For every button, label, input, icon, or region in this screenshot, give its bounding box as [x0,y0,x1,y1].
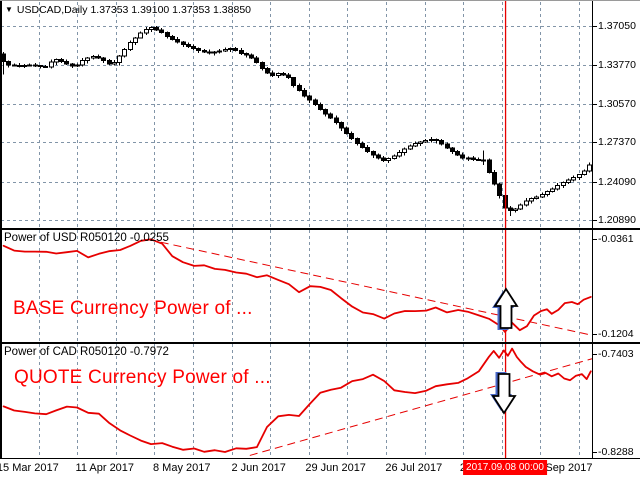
price-tick-label: -0.8288 [598,446,634,459]
indicator-label-power-usd: Power of USD R050120 -0.0255 [4,232,169,244]
up-arrow-icon[interactable] [492,287,519,330]
date-tick-label: 8 May 2017 [152,462,211,474]
cursor-date-badge: 2017.09.08 00:00 [463,460,547,475]
power-cad-line-trendline[interactable] [249,358,593,456]
power-cad-line[interactable] [2,347,592,453]
price-tick-label: -0.0361 [598,233,634,245]
power-usd-line[interactable] [2,238,592,333]
annotation-quote-currency: QUOTE Currency Power of ... [14,367,271,388]
indicator-label-power-cad: Power of CAD R050120 -0.7972 [4,346,169,358]
annotation-base-currency: BASE Currency Power of ... [13,298,253,319]
down-arrow-icon[interactable] [490,372,517,415]
price-tick-label: 1.33770 [598,59,636,72]
symbol-period-label: USDCAD,Daily [16,4,88,16]
price-tick-label: 1.37050 [598,20,636,32]
chevron-down-icon: ▼ [5,5,13,14]
axis-tick-marks [592,26,597,453]
chart-title: ▼ USDCAD,Daily 1.37353 1.39100 1.37353 1.… [5,4,251,16]
price-tick-label: -0.1204 [598,327,634,340]
date-tick-label: 29 Jun 2017 [305,462,366,474]
date-tick-label: 11 Apr 2017 [75,462,135,474]
price-tick-label: 1.20890 [598,213,636,226]
price-tick-label: 1.30570 [598,97,636,110]
power-usd-line-trendline[interactable] [147,238,593,336]
ohlc-info-label: 1.37353 1.39100 1.37353 1.38850 [90,4,252,16]
date-tick-label: 15 Mar 2017 [0,462,59,474]
date-tick-label: 2 Jun 2017 [231,462,286,474]
panel-separators [0,1,640,459]
candlestick-series [1,25,592,216]
price-tick-label: -0.7403 [598,347,634,360]
price-tick-label: 1.27370 [598,136,636,149]
price-tick-label: 1.24090 [598,175,636,188]
date-tick-label: 26 Jul 2017 [385,462,443,474]
date-tick-label: Sep 2017 [545,462,593,474]
